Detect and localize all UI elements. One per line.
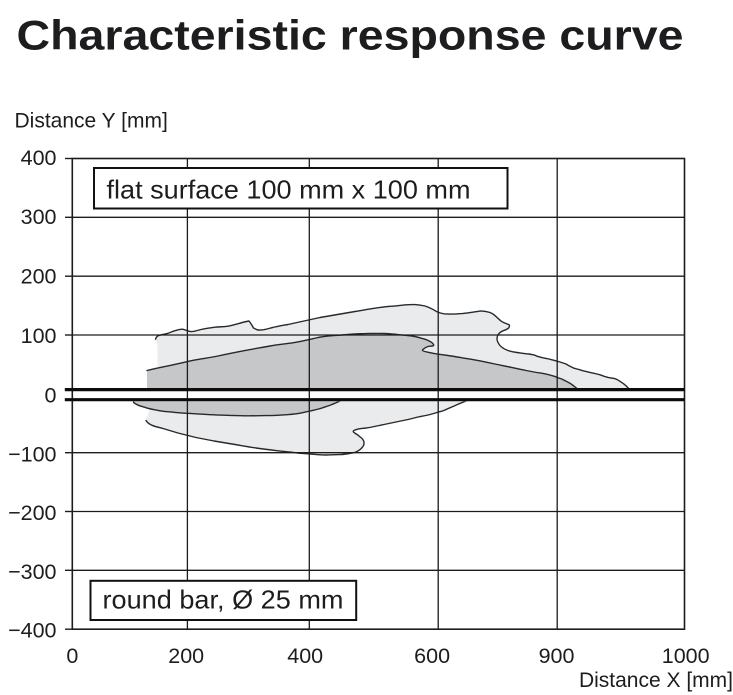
svg-text:−200: −200 [8, 501, 56, 525]
svg-text:100: 100 [21, 324, 57, 348]
svg-text:600: 600 [414, 644, 450, 668]
svg-text:1000: 1000 [662, 644, 710, 668]
svg-text:−400: −400 [8, 619, 56, 643]
svg-text:−300: −300 [8, 560, 56, 584]
svg-text:Distance Y [mm]: Distance Y [mm] [15, 110, 168, 133]
svg-text:Characteristic response curve: Characteristic response curve [17, 12, 684, 59]
svg-text:flat surface 100 mm x 100 mm: flat surface 100 mm x 100 mm [107, 174, 471, 204]
svg-text:Distance X [mm]: Distance X [mm] [579, 669, 733, 692]
svg-text:200: 200 [168, 644, 204, 668]
svg-text:0: 0 [66, 644, 78, 668]
svg-text:−100: −100 [8, 442, 56, 466]
svg-text:900: 900 [539, 644, 575, 668]
svg-text:400: 400 [21, 146, 57, 170]
svg-text:200: 200 [21, 265, 57, 289]
svg-text:0: 0 [45, 384, 57, 408]
svg-text:round bar, Ø 25 mm: round bar, Ø 25 mm [103, 585, 344, 615]
svg-text:300: 300 [21, 205, 57, 229]
svg-text:400: 400 [287, 644, 323, 668]
